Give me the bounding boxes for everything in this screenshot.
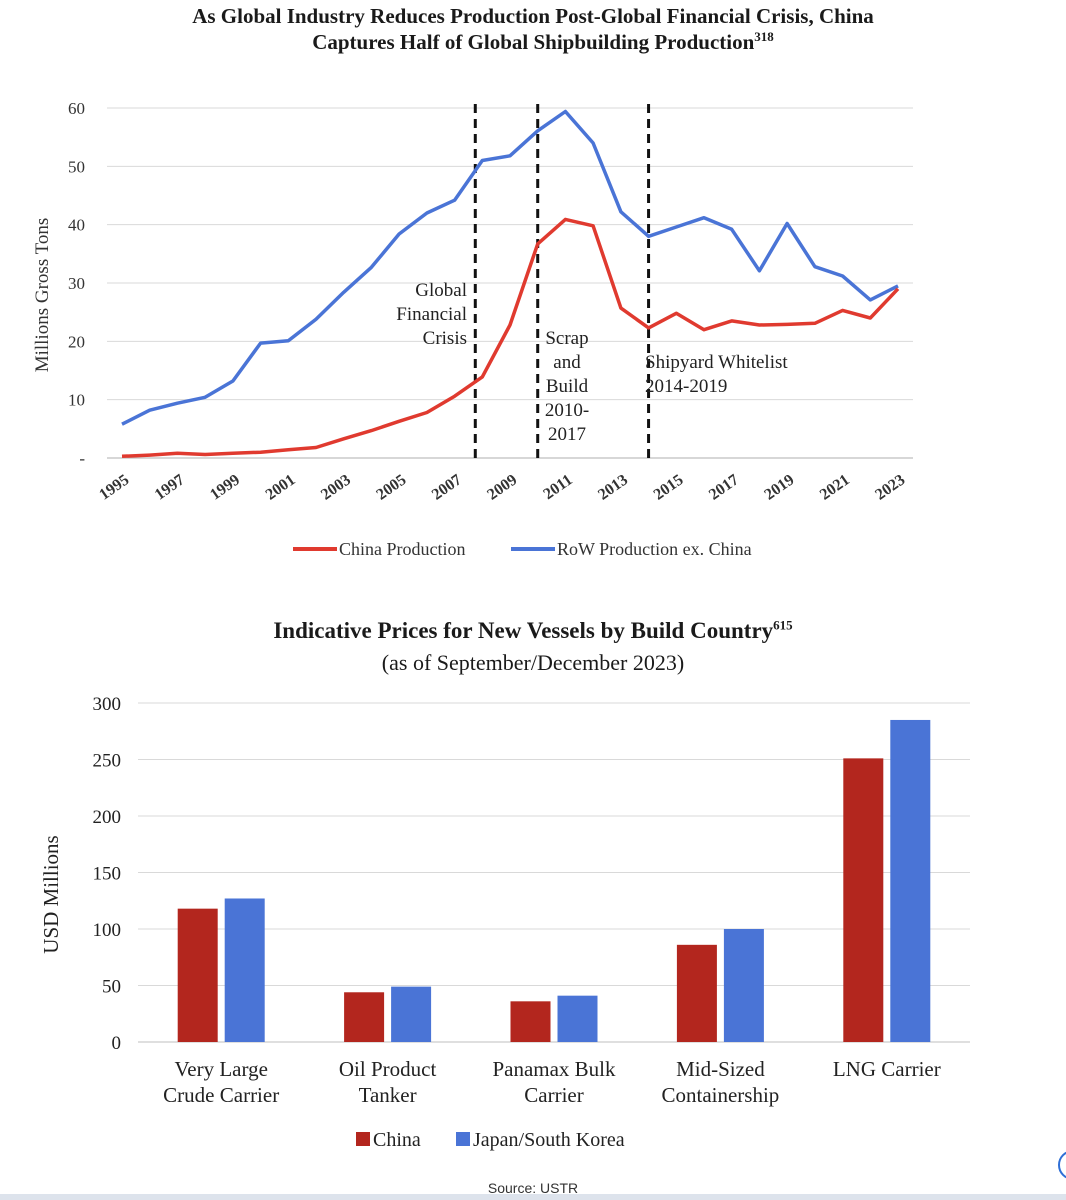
bar bbox=[557, 995, 598, 1042]
x-category-label: Mid-Sized bbox=[676, 1057, 765, 1081]
bar bbox=[676, 944, 717, 1042]
x-tick-label: 2017 bbox=[706, 471, 742, 503]
bar bbox=[510, 1001, 551, 1042]
line-chart-title-line2: Captures Half of Global Shipbuilding Pro… bbox=[312, 29, 774, 54]
x-category-label: Very Large bbox=[174, 1057, 268, 1081]
legend-label: China bbox=[373, 1129, 421, 1151]
y-axis-label: Millions Gross Tons bbox=[32, 218, 53, 373]
legend-label: Japan/South Korea bbox=[473, 1129, 625, 1151]
annotation-whitelist: 2014-2019 bbox=[645, 376, 727, 397]
x-tick-label: 2021 bbox=[817, 471, 853, 503]
x-category-label: Oil Product bbox=[339, 1057, 437, 1081]
y-tick-label: 60 bbox=[68, 99, 85, 118]
y-tick-label: 10 bbox=[68, 391, 85, 410]
x-tick-label: 2007 bbox=[429, 471, 465, 503]
annotation-scrap-build: 2010- bbox=[545, 400, 589, 421]
legend-swatch bbox=[356, 1132, 370, 1146]
annotation-whitelist: Shipyard Whitelist bbox=[645, 352, 788, 373]
y-tick-label: 40 bbox=[68, 216, 85, 235]
y-tick-label: 150 bbox=[93, 864, 122, 885]
legend-label: RoW Production ex. China bbox=[557, 539, 752, 559]
bar bbox=[723, 929, 764, 1042]
y-tick-label: 200 bbox=[93, 807, 122, 828]
bar-chart-subtitle: (as of September/December 2023) bbox=[381, 650, 685, 675]
bottom-strip bbox=[0, 1194, 1066, 1200]
line-chart-title-footnote: 318 bbox=[754, 29, 774, 44]
bar bbox=[391, 986, 432, 1042]
x-tick-label: 2011 bbox=[540, 471, 575, 503]
y-tick-label: 20 bbox=[68, 332, 85, 351]
annotation-gfc: Crisis bbox=[423, 328, 467, 349]
y-tick-label: 300 bbox=[93, 694, 122, 715]
x-category-label: Carrier bbox=[524, 1083, 583, 1107]
legend-label: China Production bbox=[339, 539, 466, 559]
x-category-label: Tanker bbox=[359, 1083, 417, 1107]
y-tick-label: - bbox=[79, 449, 85, 468]
y-tick-label: 250 bbox=[93, 751, 122, 772]
line-chart: - 10 20 30 40 50 60 1995 1997 1999 2001 2003 2005 200… bbox=[32, 99, 913, 559]
legend-swatch bbox=[456, 1132, 470, 1146]
annotation-scrap-build: Scrap bbox=[545, 328, 588, 349]
y-tick-label: 50 bbox=[68, 157, 85, 176]
x-tick-label: 2001 bbox=[263, 471, 299, 503]
x-tick-label: 2013 bbox=[595, 471, 631, 503]
x-tick-label: 2019 bbox=[761, 471, 797, 503]
x-category-label: Containership bbox=[661, 1083, 779, 1107]
x-tick-label: 2005 bbox=[373, 471, 409, 503]
annotation-scrap-build: Build bbox=[546, 376, 589, 397]
bar-chart-title: Indicative Prices for New Vessels by Bui… bbox=[273, 617, 793, 643]
annotation-scrap-build: and bbox=[553, 352, 581, 373]
feedback-icon[interactable] bbox=[1058, 1150, 1066, 1180]
x-tick-label: 1997 bbox=[152, 471, 188, 503]
bar bbox=[177, 908, 218, 1042]
y-axis-label: USD Millions bbox=[39, 835, 63, 953]
x-tick-label: 2015 bbox=[651, 471, 687, 503]
series-line bbox=[121, 109, 899, 426]
bar bbox=[843, 758, 884, 1042]
x-tick-label: 2003 bbox=[318, 471, 354, 503]
bar-chart-title-footnote: 615 bbox=[773, 617, 793, 633]
x-category-label: Crude Carrier bbox=[163, 1083, 279, 1107]
y-tick-label: 100 bbox=[93, 920, 122, 941]
annotation-gfc: Financial bbox=[396, 304, 467, 325]
annotation-scrap-build: 2017 bbox=[548, 424, 586, 445]
x-tick-label: 2009 bbox=[484, 471, 520, 503]
x-tick-label: 1999 bbox=[207, 471, 243, 503]
x-category-label: Panamax Bulk bbox=[492, 1057, 616, 1081]
y-tick-label: 30 bbox=[68, 274, 85, 293]
x-category-label: LNG Carrier bbox=[833, 1057, 941, 1081]
bar bbox=[890, 719, 931, 1042]
x-tick-label: 1995 bbox=[96, 471, 132, 503]
y-tick-label: 0 bbox=[112, 1033, 122, 1054]
annotation-gfc: Global bbox=[415, 280, 467, 301]
line-chart-title: As Global Industry Reduces Production Po… bbox=[192, 4, 874, 28]
series-line bbox=[121, 217, 900, 459]
bar bbox=[224, 898, 265, 1042]
source-note: Source: USTR bbox=[487, 1180, 579, 1196]
y-tick-label: 50 bbox=[102, 977, 121, 998]
x-tick-label: 2023 bbox=[872, 471, 908, 503]
bar bbox=[344, 992, 385, 1042]
